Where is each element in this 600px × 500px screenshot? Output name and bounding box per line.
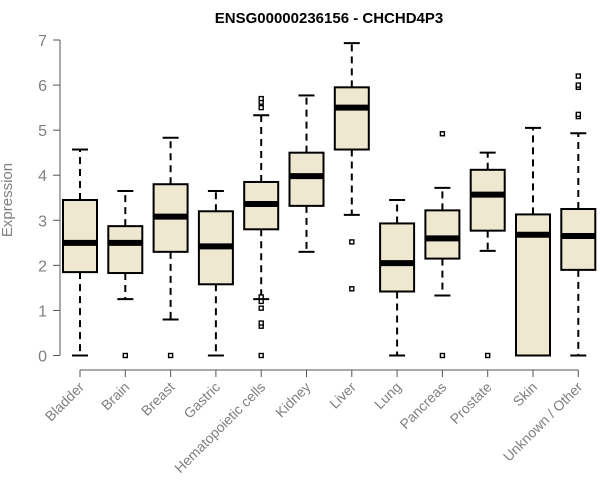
chart-title: ENSG00000236156 - CHCHD4P3	[215, 10, 443, 27]
outlier-point	[258, 320, 264, 326]
box-group	[107, 189, 144, 359]
box-group	[288, 94, 325, 253]
outlier-point	[258, 104, 264, 111]
boxes	[62, 42, 597, 359]
box-body	[469, 168, 506, 232]
box-body	[515, 213, 551, 357]
x-tick-label: Lung	[371, 379, 404, 412]
outlier-point	[167, 352, 174, 359]
y-tick-label: 6	[38, 78, 47, 95]
outlier-point	[575, 111, 581, 118]
box-group	[560, 73, 597, 357]
box-group	[243, 95, 280, 359]
x-tick-label: Unknown / Other	[500, 379, 586, 465]
y-tick-label: 1	[38, 303, 47, 320]
outlier-point	[258, 95, 264, 102]
outlier-point	[575, 73, 581, 79]
box-body	[62, 199, 98, 274]
x-tick-label: Liver	[326, 379, 359, 412]
y-tick-label: 2	[38, 258, 47, 275]
x-tick-label: Brain	[98, 379, 132, 413]
x-tick-label: Gastric	[180, 379, 223, 422]
box-body	[424, 209, 461, 260]
x-tick-label: Skin	[510, 379, 541, 410]
box-group	[469, 151, 506, 359]
y-tick-label: 5	[38, 123, 47, 140]
outlier-point	[575, 82, 581, 88]
outlier-point	[485, 352, 491, 359]
box-group	[197, 189, 234, 357]
outlier-point	[258, 294, 264, 300]
box-group	[379, 199, 416, 357]
box-group	[424, 131, 461, 359]
x-tick-label: Bladder	[42, 379, 88, 425]
box-group	[62, 148, 98, 357]
box-body	[560, 208, 597, 271]
y-tick-label: 0	[38, 349, 47, 366]
outlier-point	[258, 298, 264, 305]
box-body	[333, 86, 370, 151]
x-tick-label: Prostate	[447, 379, 495, 427]
box-body	[288, 151, 325, 207]
x-tick-label: Kidney	[272, 379, 314, 421]
outlier-point	[258, 352, 264, 359]
y-tick-label: 3	[38, 213, 47, 230]
y-axis-label: Expression	[0, 163, 16, 237]
box-group	[152, 136, 189, 359]
box-body	[107, 225, 144, 275]
y-tick-label: 7	[38, 33, 47, 50]
outlier-point	[258, 305, 264, 311]
y-axis: 0 1 2 3 4 5 6 7	[38, 33, 61, 366]
outlier-point	[439, 131, 446, 137]
outlier-point	[122, 352, 129, 359]
outlier-point	[349, 286, 355, 292]
x-tick-label: Pancreas	[396, 379, 449, 432]
outlier-point	[349, 239, 355, 245]
outlier-point	[439, 352, 446, 359]
box-group	[515, 126, 551, 357]
box-group	[333, 42, 370, 292]
box-body	[379, 222, 416, 293]
x-tick-label: Breast	[138, 379, 178, 419]
y-tick-label: 4	[38, 168, 47, 185]
